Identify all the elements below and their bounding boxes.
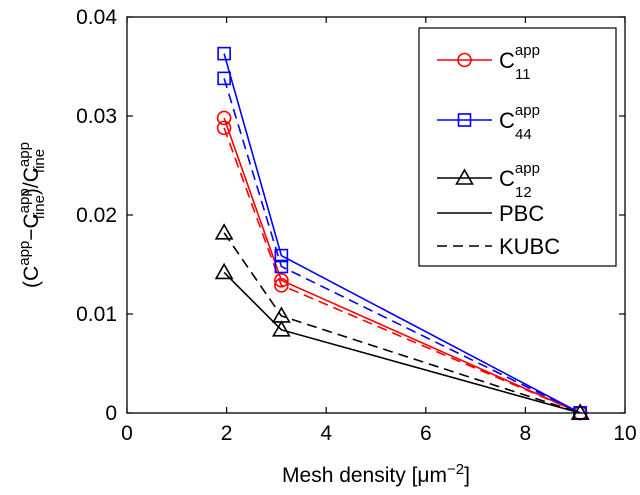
legend-label: PBC [499, 201, 544, 226]
legend-label: Capp 44 [499, 102, 540, 143]
series-line [223, 271, 581, 414]
series-line [223, 232, 581, 414]
data-point-marker-1 [274, 259, 289, 274]
series-line [223, 78, 581, 414]
series-line [223, 127, 581, 414]
data-point-marker-1 [274, 277, 289, 293]
y-tick-label: 0.02 [76, 204, 117, 227]
y-tick-label: 0.01 [76, 303, 117, 326]
data-point-marker-0 [217, 71, 231, 86]
data-point-marker-1 [274, 248, 289, 263]
series-c12-pbc [214, 262, 590, 420]
series-line [223, 117, 581, 414]
legend-entry-c44: Capp 44 [437, 102, 540, 143]
data-point-marker-0 [214, 223, 234, 240]
x-tick-label: 6 [420, 422, 432, 445]
series-line [223, 53, 581, 414]
y-tick-label: 0 [105, 402, 117, 425]
data-point-marker-0 [217, 46, 231, 61]
x-tick-label: 0 [121, 422, 133, 445]
y-axis-label: (Capp−Cappfine)/Cappfine [16, 142, 48, 288]
legend-entry-c12: Capp 12 [437, 160, 540, 201]
x-tick-label: 10 [613, 422, 636, 445]
data-point-marker-1 [274, 273, 289, 288]
series-c12-kubc [214, 223, 590, 420]
legend-marker-0 [455, 168, 474, 185]
legend-entry-c11: Capp 11 [437, 42, 540, 83]
legend-entry-pbc: PBC [437, 201, 544, 226]
data-point-marker-1 [272, 306, 291, 323]
legend-box [418, 27, 617, 267]
x-tick-label: 2 [221, 422, 233, 445]
y-tick-label: 0.04 [76, 6, 117, 29]
legend-label: Capp 12 [499, 160, 540, 201]
legend-label: KUBC [499, 234, 560, 259]
data-point-marker-2 [570, 403, 590, 420]
legend-entry-kubc: KUBC [437, 234, 560, 259]
x-tick-label: 4 [320, 422, 332, 445]
data-point-marker-0 [214, 262, 234, 280]
x-tick-label: 8 [520, 422, 532, 445]
data-point-marker-0 [216, 120, 232, 136]
data-point-marker-1 [272, 320, 291, 337]
legend-marker-0 [457, 52, 472, 68]
legend-label: Capp 11 [499, 42, 540, 83]
x-axis-label: Mesh density [μm−2] [282, 461, 470, 488]
y-tick-label: 0.03 [76, 105, 117, 128]
legend-marker-0 [457, 113, 472, 127]
data-point-marker-0 [216, 110, 232, 126]
